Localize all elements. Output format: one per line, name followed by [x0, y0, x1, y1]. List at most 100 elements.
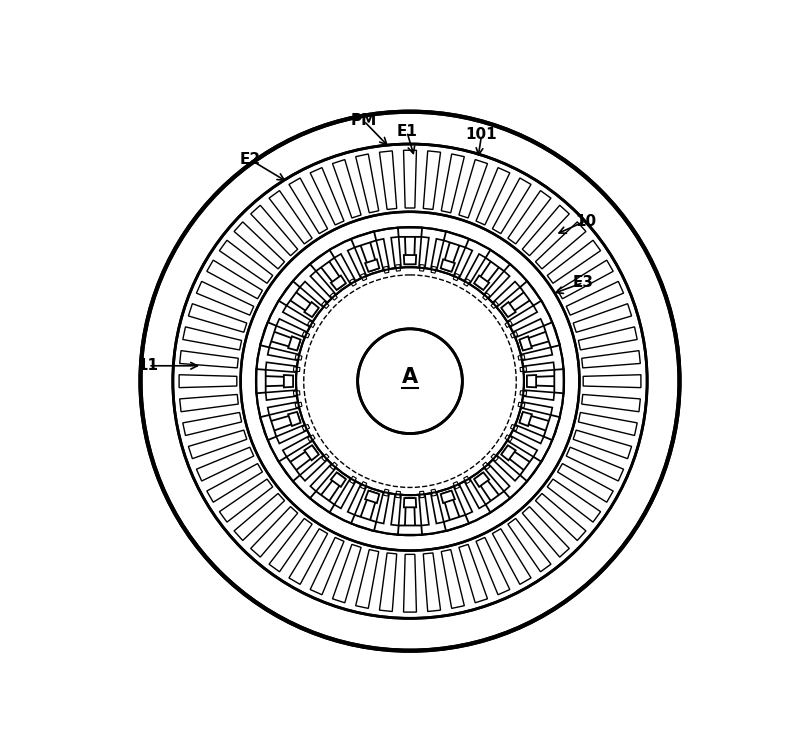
- Polygon shape: [431, 239, 444, 269]
- Polygon shape: [558, 260, 613, 299]
- Polygon shape: [383, 489, 389, 496]
- Polygon shape: [554, 369, 563, 394]
- Polygon shape: [431, 267, 437, 273]
- Text: 10: 10: [575, 213, 596, 228]
- Polygon shape: [398, 526, 422, 535]
- Polygon shape: [459, 159, 487, 218]
- Polygon shape: [493, 529, 531, 584]
- Polygon shape: [454, 247, 472, 277]
- Polygon shape: [502, 447, 536, 475]
- Text: E2: E2: [239, 152, 261, 167]
- Polygon shape: [519, 412, 532, 426]
- Polygon shape: [444, 515, 469, 531]
- Polygon shape: [295, 354, 302, 360]
- Polygon shape: [464, 279, 470, 286]
- Polygon shape: [302, 332, 310, 338]
- Polygon shape: [330, 293, 338, 300]
- Polygon shape: [310, 167, 344, 225]
- Polygon shape: [566, 447, 623, 481]
- Polygon shape: [525, 362, 554, 372]
- Polygon shape: [207, 260, 262, 299]
- Polygon shape: [423, 151, 441, 210]
- Polygon shape: [278, 457, 300, 481]
- Polygon shape: [197, 447, 254, 481]
- Polygon shape: [179, 375, 237, 388]
- Polygon shape: [508, 518, 551, 572]
- Polygon shape: [334, 480, 355, 508]
- Polygon shape: [268, 348, 298, 360]
- Polygon shape: [294, 391, 300, 396]
- Polygon shape: [396, 491, 401, 498]
- Polygon shape: [379, 151, 397, 210]
- Polygon shape: [376, 493, 389, 523]
- Polygon shape: [383, 267, 389, 273]
- Polygon shape: [520, 281, 542, 306]
- Polygon shape: [317, 473, 345, 507]
- Polygon shape: [505, 435, 513, 442]
- Polygon shape: [474, 276, 489, 290]
- Polygon shape: [520, 457, 542, 481]
- Polygon shape: [482, 462, 490, 469]
- Polygon shape: [491, 454, 498, 461]
- Polygon shape: [310, 465, 335, 491]
- Polygon shape: [444, 231, 469, 247]
- Polygon shape: [180, 394, 238, 412]
- Polygon shape: [310, 271, 335, 297]
- Polygon shape: [520, 391, 526, 396]
- Polygon shape: [348, 485, 366, 515]
- Polygon shape: [441, 259, 455, 272]
- Polygon shape: [264, 329, 300, 349]
- Polygon shape: [258, 376, 293, 387]
- Polygon shape: [358, 491, 378, 527]
- Polygon shape: [509, 306, 538, 326]
- Polygon shape: [459, 544, 487, 603]
- Polygon shape: [188, 303, 246, 332]
- Circle shape: [173, 144, 647, 618]
- Polygon shape: [405, 498, 415, 532]
- Polygon shape: [350, 279, 356, 286]
- Polygon shape: [475, 473, 503, 507]
- Polygon shape: [419, 237, 429, 267]
- Polygon shape: [582, 351, 640, 368]
- Polygon shape: [197, 282, 254, 315]
- Polygon shape: [288, 336, 301, 351]
- Polygon shape: [182, 412, 242, 436]
- Polygon shape: [289, 178, 327, 234]
- Polygon shape: [391, 496, 401, 526]
- Polygon shape: [465, 480, 486, 508]
- Text: E3: E3: [573, 275, 594, 290]
- Polygon shape: [520, 329, 556, 349]
- Polygon shape: [289, 529, 327, 584]
- Polygon shape: [454, 485, 472, 515]
- Polygon shape: [260, 322, 276, 348]
- Polygon shape: [361, 273, 366, 281]
- Polygon shape: [398, 228, 422, 237]
- Polygon shape: [219, 479, 273, 522]
- Polygon shape: [310, 250, 334, 271]
- Polygon shape: [405, 230, 415, 264]
- Polygon shape: [535, 493, 586, 541]
- Polygon shape: [304, 445, 318, 460]
- Polygon shape: [509, 436, 538, 457]
- Polygon shape: [300, 282, 326, 306]
- Circle shape: [296, 267, 524, 495]
- Polygon shape: [300, 456, 326, 481]
- Polygon shape: [518, 403, 525, 408]
- Polygon shape: [578, 327, 638, 350]
- Polygon shape: [365, 490, 379, 503]
- Polygon shape: [574, 303, 632, 332]
- Polygon shape: [482, 293, 490, 300]
- Polygon shape: [547, 240, 601, 283]
- Polygon shape: [266, 362, 295, 372]
- Polygon shape: [219, 240, 273, 283]
- Polygon shape: [180, 351, 238, 368]
- Polygon shape: [348, 247, 366, 277]
- Polygon shape: [442, 154, 464, 213]
- Polygon shape: [234, 222, 285, 269]
- Polygon shape: [284, 447, 318, 475]
- Polygon shape: [269, 518, 312, 572]
- Polygon shape: [333, 159, 361, 218]
- Circle shape: [358, 329, 462, 433]
- Polygon shape: [502, 288, 536, 315]
- Polygon shape: [465, 254, 486, 282]
